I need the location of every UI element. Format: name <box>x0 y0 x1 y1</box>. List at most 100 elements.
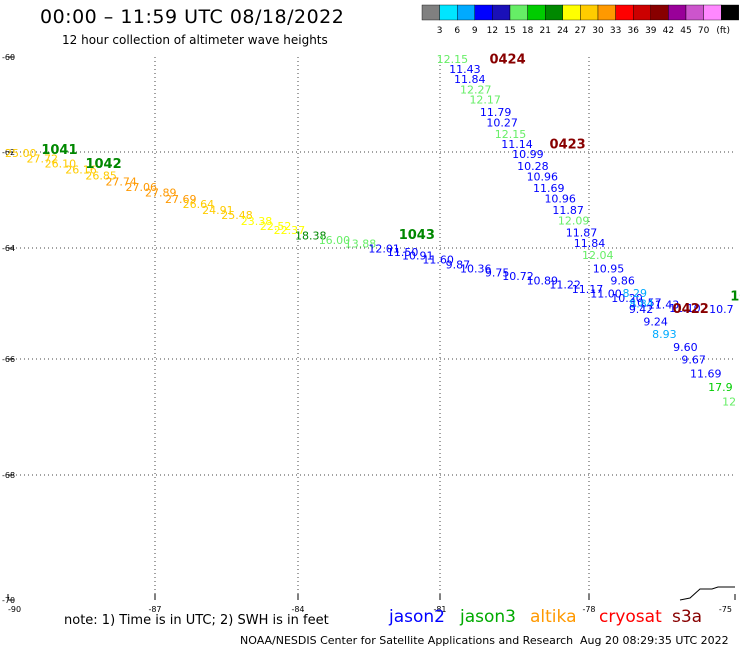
wave-height-value: 11.60 <box>422 254 454 267</box>
lat-label: -70 <box>2 596 15 605</box>
lat-label: -64 <box>2 244 15 253</box>
wave-height-value: 25.48 <box>221 209 253 222</box>
wave-height-value: 9.60 <box>673 341 698 354</box>
wave-height-value: 9.67 <box>681 354 706 367</box>
colorbar-unit: (ft) <box>716 26 730 36</box>
legend-jason3: jason3 <box>460 607 516 627</box>
wave-height-value: 11.69 <box>533 182 565 195</box>
wave-height-value: 8.29 <box>622 287 647 300</box>
wave-height-value: 22.37 <box>274 224 306 237</box>
lon-label: -75 <box>719 605 732 614</box>
colorbar-tick-label: 12 <box>487 26 498 36</box>
wave-height-value: 27.69 <box>165 193 197 206</box>
wave-height-value: 9.86 <box>610 275 635 288</box>
wave-height-value: 11.14 <box>501 138 533 151</box>
wave-height-value: 16.00 <box>319 234 351 247</box>
wave-height-value: 26.16 <box>65 164 97 177</box>
wave-height-value: 9.24 <box>643 316 668 329</box>
wave-height-value: 27.89 <box>145 187 177 200</box>
colorbar-tick-label: 36 <box>627 26 639 36</box>
legend-altika: altika <box>530 607 577 627</box>
wave-height-value: 10.96 <box>544 192 576 205</box>
wave-height-value: 26.10 <box>45 157 77 170</box>
lat-label: -60 <box>2 53 15 62</box>
map-subtitle: 12 hour collection of altimeter wave hei… <box>62 33 328 47</box>
wave-height-value: 27.74 <box>105 176 137 189</box>
wave-height-value: 12.27 <box>460 84 492 97</box>
wave-height-value: 27.72 <box>27 153 59 166</box>
colorbar-tick-label: 27 <box>575 26 586 36</box>
wave-height-value: 27.06 <box>126 181 158 194</box>
footer-note: note: 1) Time is in UTC; 2) SWH is in fe… <box>64 613 329 628</box>
colorbar-swatch <box>721 4 740 21</box>
wave-height-value: 11.43 <box>648 298 680 311</box>
colorbar-tick-label: 3 <box>437 26 443 36</box>
wave-height-value: 8.93 <box>652 328 677 341</box>
colorbar-tick-label: 18 <box>522 26 534 36</box>
wave-height-value: 10.20 <box>611 292 643 305</box>
coastline <box>679 586 735 601</box>
wave-height-value: 12.17 <box>469 94 501 107</box>
legend-cryosat: cryosat <box>599 607 662 627</box>
wave-height-value: 11.84 <box>454 73 486 86</box>
wave-height-value: 11.69 <box>690 368 722 381</box>
wave-height-value: 10.57 <box>630 296 662 309</box>
colorbar-tick-label: 15 <box>504 26 515 36</box>
wave-height-value: 11.79 <box>480 106 512 119</box>
wave-height-value: 26.64 <box>183 198 215 211</box>
lat-label: -68 <box>2 471 15 480</box>
wave-height-value: 9.42 <box>629 303 654 316</box>
wave-height-value: 22.52 <box>260 220 292 233</box>
map-title: 00:00 – 11:59 UTC 08/18/2022 <box>40 6 345 28</box>
wave-height-value: 13.88 <box>345 238 377 251</box>
wave-height-value: 26.85 <box>85 169 117 182</box>
wave-height-value: 10.28 <box>517 160 549 173</box>
wave-height-value: 10.91 <box>402 250 434 263</box>
legend-s3a: s3a <box>672 607 703 627</box>
wave-height-value: 10.27 <box>486 116 518 129</box>
pass-number-label: 0423 <box>550 138 586 153</box>
wave-height-value: 11.87 <box>566 226 598 239</box>
lon-label: -78 <box>582 605 595 614</box>
pass-number-label: 0424 <box>489 53 525 68</box>
wave-height-value: 11.22 <box>549 279 581 292</box>
colorbar-tick-label: 21 <box>539 26 550 36</box>
pass-number-label: 104 <box>730 290 740 305</box>
pass-number-label: 0422 <box>673 302 709 317</box>
lon-label: -81 <box>433 605 446 614</box>
wave-height-value: 12.04 <box>582 249 614 262</box>
pass-number-label: 1042 <box>85 157 121 172</box>
wave-height-value: 9.87 <box>446 259 471 272</box>
colorbar-tick-label: 6 <box>454 26 460 36</box>
colorbar-tick-label: 24 <box>557 26 569 36</box>
colorbar-tick-label: 39 <box>645 26 657 36</box>
wave-height-value: 9.75 <box>485 266 510 279</box>
wave-height-value: 12.09 <box>558 214 590 227</box>
wave-height-value: 18.38 <box>295 229 327 242</box>
colorbar-tick-label: 33 <box>610 26 621 36</box>
wave-height-value: 10.89 <box>527 275 559 288</box>
credit-text: NOAA/NESDIS Center for Satellite Applica… <box>240 634 574 647</box>
wave-height-value: 10.96 <box>527 170 559 183</box>
wave-height-value: 11.50 <box>387 246 419 259</box>
colorbar-tick-label: 9 <box>472 26 478 36</box>
pass-number-label: 1043 <box>399 228 435 243</box>
wave-height-value: 10.36 <box>460 262 492 275</box>
pass-number-label: 1041 <box>41 143 77 158</box>
credit-timestamp: Aug 20 08:29:35 UTC 2022 <box>580 634 729 647</box>
colorbar-tick-label: 45 <box>680 26 691 36</box>
wave-height-value: 11.17 <box>572 283 604 296</box>
wave-height-value: 11.10 <box>669 302 701 315</box>
wave-height-colorbar: 3 6 9 12 15 18 21 24 27 30 33 36 39 42 45 70 (ft) <box>421 4 740 36</box>
wave-height-value: 11.87 <box>552 204 584 217</box>
wave-height-value: 11.00 <box>590 287 622 300</box>
lat-label: -66 <box>2 355 15 364</box>
lon-label: -90 <box>8 605 21 614</box>
wave-height-value: 25.00 <box>5 147 37 160</box>
lon-label: -87 <box>148 605 161 614</box>
wave-height-value: 12.15 <box>437 53 469 66</box>
colorbar-tick-label: 42 <box>663 26 674 36</box>
wave-height-value: 10.7 <box>709 303 734 316</box>
wave-height-value: 10.95 <box>593 262 625 275</box>
